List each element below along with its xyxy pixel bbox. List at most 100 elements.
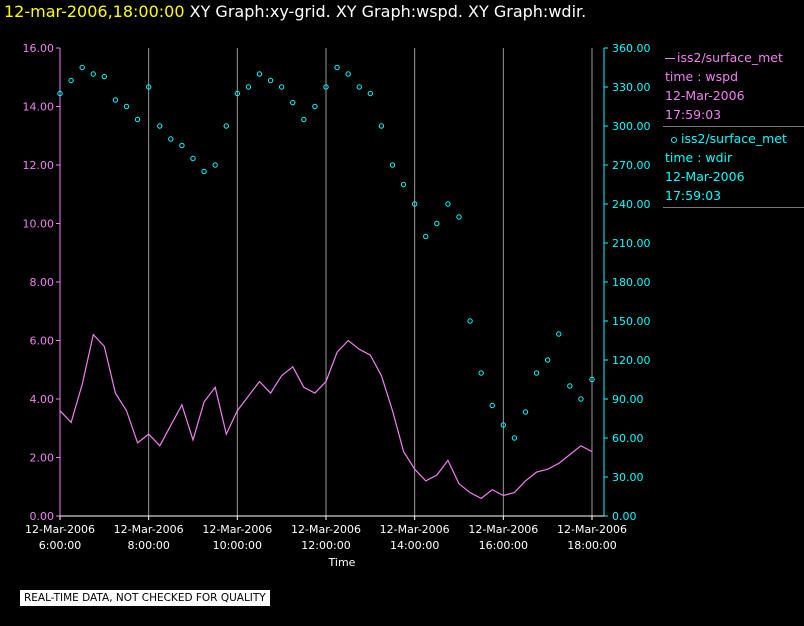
y-right-tick-label: 330.00 [612,81,651,94]
wdir-point [79,64,85,71]
dot-swatch-icon [671,136,677,143]
legend-wdir-date: 12-Mar-2006 [665,169,745,184]
x-tick-time: 10:00:00 [213,539,262,552]
wdir-point [134,116,141,123]
x-axis-label: Time [328,556,356,569]
wdir-point [90,71,96,77]
legend-wspd-time: 17:59:03 [665,107,722,122]
wdir-point [400,181,407,188]
wdir-point [201,168,207,175]
y-right-tick-label: 300.00 [612,120,651,133]
wdir-point [256,71,263,77]
x-tick-date: 12-Mar-2006 [468,523,538,536]
x-tick-date: 12-Mar-2006 [291,523,361,536]
y-left-tick-label: 6.00 [30,335,55,348]
chart-title: 12-mar-2006,18:00:00 XY Graph:xy-grid. X… [4,2,586,21]
wdir-point [223,123,229,129]
x-tick-date: 12-Mar-2006 [114,523,184,536]
y-right-tick-label: 150.00 [612,315,651,328]
wdir-point [389,162,396,168]
wdir-point [456,214,462,220]
wdir-point [411,201,418,207]
y-right-tick-label: 30.00 [612,471,644,484]
x-tick-time: 6:00:00 [39,539,81,552]
wdir-point [522,409,529,415]
wdir-point [323,84,329,90]
legend-wspd: iss2/surface_met time : wspd 12-Mar-2006… [663,46,804,127]
wdir-point [234,90,241,97]
wdir-point [145,84,152,90]
wdir-point [567,383,573,389]
wdir-point [312,103,318,110]
x-tick-date: 12-Mar-2006 [202,523,272,536]
wdir-point [123,103,130,110]
legend-wspd-name: iss2/surface_met [677,50,783,65]
y-left-tick-label: 12.00 [23,159,55,172]
x-tick-date: 12-Mar-2006 [557,523,627,536]
y-right-tick-label: 90.00 [612,393,644,406]
x-tick-time: 14:00:00 [390,539,439,552]
wdir-point [434,220,440,227]
x-tick-time: 12:00:00 [301,539,350,552]
wdir-point [334,64,340,71]
wdir-point [157,123,163,129]
y-right-tick-label: 210.00 [612,237,651,250]
legend-wspd-var: time : wspd [665,69,739,84]
legend-wspd-date: 12-Mar-2006 [665,88,745,103]
wdir-point [500,422,507,428]
y-right-tick-label: 120.00 [612,354,651,367]
wdir-point [278,84,285,90]
y-right-tick-label: 270.00 [612,159,651,172]
y-left-tick-label: 4.00 [30,393,55,406]
wdir-point [68,77,74,84]
wdir-point [301,116,307,123]
wdir-point [589,376,595,383]
legend: iss2/surface_met time : wspd 12-Mar-2006… [663,46,804,208]
wdir-point [179,142,185,149]
legend-wdir: iss2/surface_met time : wdir 12-Mar-2006… [663,127,804,208]
wdir-point [212,162,218,168]
wdir-point [101,73,108,80]
wdir-point [367,90,374,97]
y-right-tick-label: 0.00 [612,510,637,523]
wdir-point [112,97,119,103]
wdir-point [467,318,473,324]
y-left-tick-label: 2.00 [30,452,55,465]
x-tick-time: 18:00:00 [567,539,616,552]
wdir-point [478,370,484,376]
line-swatch-icon [665,58,675,59]
wdir-point [544,357,551,363]
y-right-tick-label: 360.00 [612,42,651,55]
wdir-point [57,90,63,97]
wdir-point [556,331,562,337]
y-left-tick-label: 8.00 [30,276,55,289]
wdir-point [345,71,351,77]
title-datetime: 12-mar-2006,18:00:00 [4,2,185,21]
x-tick-time: 8:00:00 [127,539,169,552]
x-tick-date: 12-Mar-2006 [380,523,450,536]
wdir-point [267,77,274,84]
wdir-point [489,402,495,409]
legend-wdir-var: time : wdir [665,150,733,165]
wdir-point [533,370,540,376]
title-graphs: XY Graph:xy-grid. XY Graph:wspd. XY Grap… [189,2,587,21]
legend-wdir-time: 17:59:03 [665,188,722,203]
wdir-point [168,136,174,142]
wdir-point [445,201,451,207]
quality-notice: REAL-TIME DATA, NOT CHECKED FOR QUALITY [20,590,270,606]
wspd-series-line [59,333,593,500]
x-tick-date: 12-Mar-2006 [25,523,95,536]
wdir-point [511,435,518,441]
wdir-point [245,84,252,90]
y-left-tick-label: 10.00 [23,218,55,231]
y-right-tick-label: 60.00 [612,432,644,445]
y-left-tick-label: 14.00 [23,101,55,114]
y-right-tick-label: 240.00 [612,198,651,211]
wdir-point [356,84,362,90]
wdir-point [378,123,385,129]
y-left-tick-label: 16.00 [23,42,55,55]
y-right-tick-label: 180.00 [612,276,651,289]
wdir-point [190,155,196,162]
wdir-point [423,233,429,240]
